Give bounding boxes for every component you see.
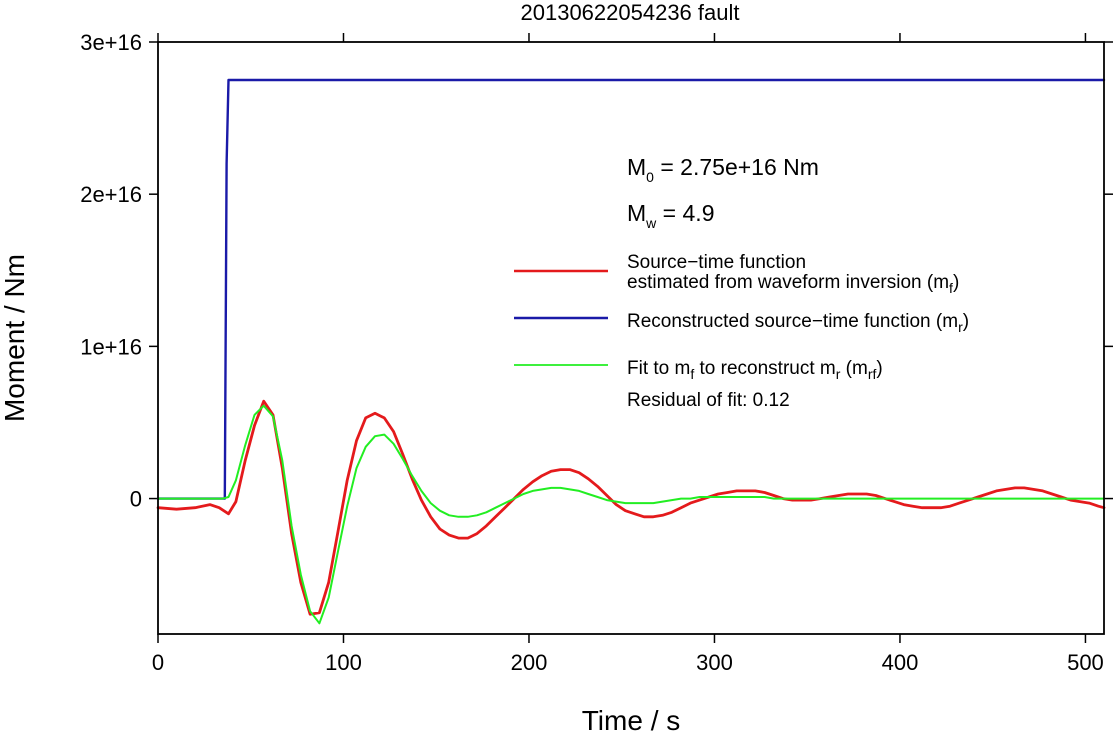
residual-annotation: Residual of fit: 0.12 — [627, 390, 790, 411]
x-tick-label-0: 0 — [152, 650, 164, 675]
x-tick-label-1: 100 — [325, 650, 362, 675]
x-axis-label: Time / s — [582, 705, 681, 735]
legend-fit-sub-2: r — [836, 366, 841, 382]
legend-label-inversion-line1: Source−time function — [627, 252, 806, 273]
annotations: M0 = 2.75e+16 Nm Mw = 4.9 Residual of fi… — [627, 154, 819, 411]
legend-reconstructed-close: ) — [963, 311, 969, 332]
legend: Source−time function estimated from wave… — [514, 252, 969, 382]
mw-base: M — [627, 200, 646, 226]
legend-reconstructed-text: Reconstructed source−time function (m — [627, 311, 958, 332]
legend-label-reconstructed: Reconstructed source−time function (mr) — [627, 311, 969, 335]
legend-inversion-subscript: f — [949, 280, 953, 296]
y-tick-label-2: 2e+16 — [80, 182, 142, 207]
y-axis-label: Moment / Nm — [0, 254, 30, 422]
legend-label-fit: Fit to mf to reconstruct mr (mrf) — [627, 358, 883, 382]
mw-annotation: Mw = 4.9 — [627, 200, 714, 231]
series-line-fit — [157, 404, 1105, 625]
series-layer — [156, 78, 1106, 625]
legend-inversion-close: ) — [953, 272, 959, 293]
legend-label-inversion-line2: estimated from waveform inversion (mf) — [627, 272, 959, 296]
m0-annotation: M0 = 2.75e+16 Nm — [627, 154, 819, 185]
y-tick-label-3: 3e+16 — [80, 30, 142, 55]
legend-fit-part-3: (m — [840, 358, 867, 379]
y-tick-label-1: 1e+16 — [80, 334, 142, 359]
x-tick-label-4: 400 — [882, 650, 919, 675]
legend-fit-part-2: to reconstruct m — [694, 358, 836, 379]
legend-inversion-text: estimated from waveform inversion (m — [627, 272, 949, 293]
m0-value: = 2.75e+16 Nm — [654, 154, 819, 180]
series-line-inversion — [156, 399, 1106, 616]
chart-title: 20130622054236 fault — [521, 0, 740, 25]
legend-fit-part-1: Fit to m — [627, 358, 690, 379]
m0-base: M — [627, 154, 646, 180]
tick-layer: 0 100 200 300 400 500 0 1e+16 2e+16 3e+16 — [80, 30, 1113, 675]
legend-fit-close: ) — [876, 358, 882, 379]
x-tick-label-2: 200 — [511, 650, 548, 675]
mw-value: = 4.9 — [656, 200, 714, 226]
y-tick-label-0: 0 — [130, 487, 142, 512]
legend-reconstructed-subscript: r — [958, 319, 963, 335]
x-tick-label-5: 500 — [1067, 650, 1104, 675]
m0-subscript: 0 — [646, 169, 654, 185]
plot-frame — [157, 41, 1105, 635]
x-tick-label-3: 300 — [696, 650, 733, 675]
legend-fit-sub-1: f — [690, 366, 694, 382]
mw-subscript: w — [645, 215, 657, 231]
legend-fit-sub-3: rf — [868, 366, 877, 382]
